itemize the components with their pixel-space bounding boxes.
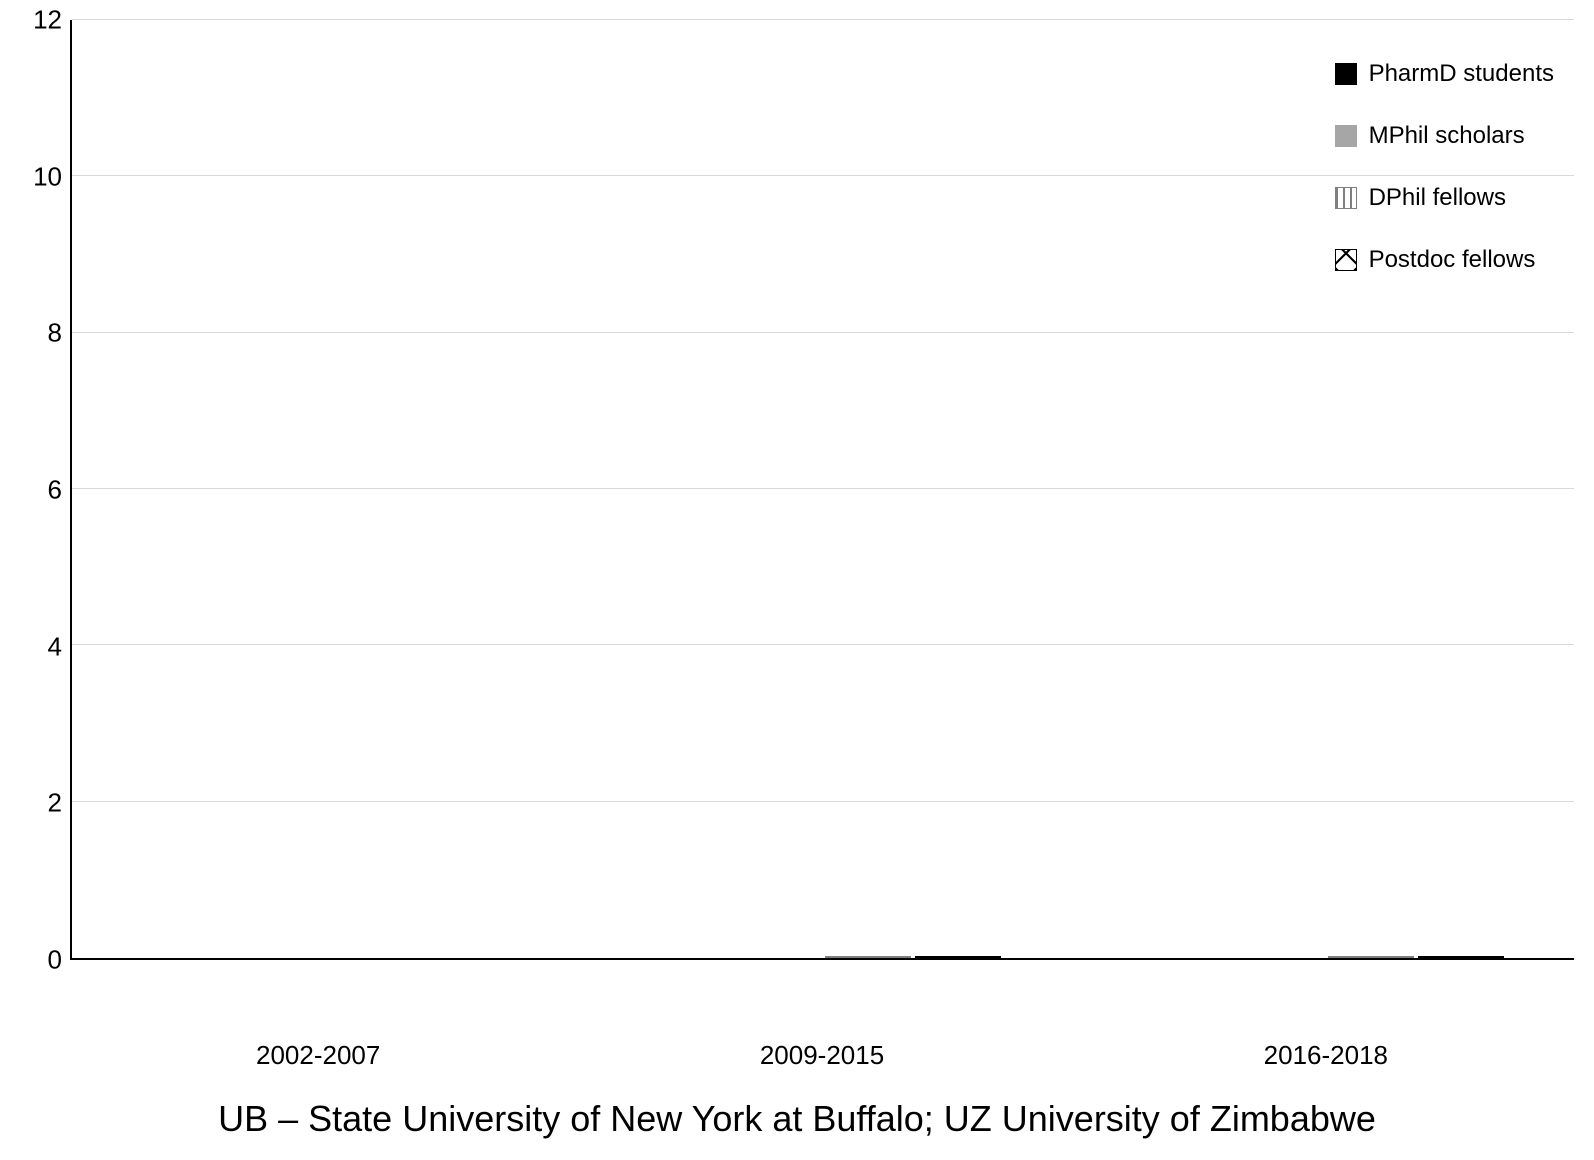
y-tick-label: 10 (33, 161, 62, 192)
plot-area: PharmD students MPhil scholars DPhil fello… (70, 20, 1574, 960)
legend-swatch-icon (1335, 187, 1357, 209)
chart-area: 024681012 PharmD studentsMPhil scholarsD… (20, 20, 1574, 1030)
y-tick-label: 4 (48, 631, 62, 662)
legend-item-mphil: MPhil scholars (1335, 122, 1554, 150)
bar-group (645, 956, 1001, 958)
y-axis: 024681012 (20, 20, 70, 960)
x-tick-label: 2002-2007 (256, 1040, 380, 1071)
gridline (72, 644, 1574, 645)
legend-label: DPhil fellows (1369, 184, 1506, 212)
chart-caption: UB – State University of New York at Buf… (20, 1098, 1574, 1140)
legend-label: PharmD students (1369, 60, 1554, 88)
gridline (72, 175, 1574, 176)
x-tick-label: 2009-2015 (760, 1040, 884, 1071)
legend-label: Postdoc fellows (1369, 246, 1536, 274)
y-tick-label: 0 (48, 945, 62, 976)
legend-swatch-icon (1335, 63, 1357, 85)
bar-dphil (825, 956, 911, 958)
x-tick-label: 2016-2018 (1264, 1040, 1388, 1071)
bar-group (142, 956, 498, 958)
legend-label: MPhil scholars (1369, 122, 1525, 150)
y-tick-label: 6 (48, 475, 62, 506)
bar-dphil (1328, 956, 1414, 958)
gridline (72, 19, 1574, 20)
gridline (72, 801, 1574, 802)
bar-group (1148, 956, 1504, 958)
legend: PharmD students MPhil scholars DPhil fello… (1335, 60, 1554, 274)
gridline (72, 488, 1574, 489)
bar-postdoc (915, 956, 1001, 958)
legend-item-pharmd: PharmD students (1335, 60, 1554, 88)
y-tick-label: 12 (33, 5, 62, 36)
y-tick-label: 8 (48, 318, 62, 349)
legend-swatch-icon (1335, 125, 1357, 147)
bar-postdoc (1418, 956, 1504, 958)
legend-item-postdoc: Postdoc fellows (1335, 246, 1554, 274)
y-tick-label: 2 (48, 788, 62, 819)
legend-item-dphil: DPhil fellows (1335, 184, 1554, 212)
gridline (72, 332, 1574, 333)
x-axis-labels: 2002-2007 2009-2015 2016-2018 (70, 1030, 1574, 1080)
legend-swatch-icon (1335, 249, 1357, 271)
chart-container: 024681012 PharmD studentsMPhil scholarsD… (20, 20, 1574, 1140)
